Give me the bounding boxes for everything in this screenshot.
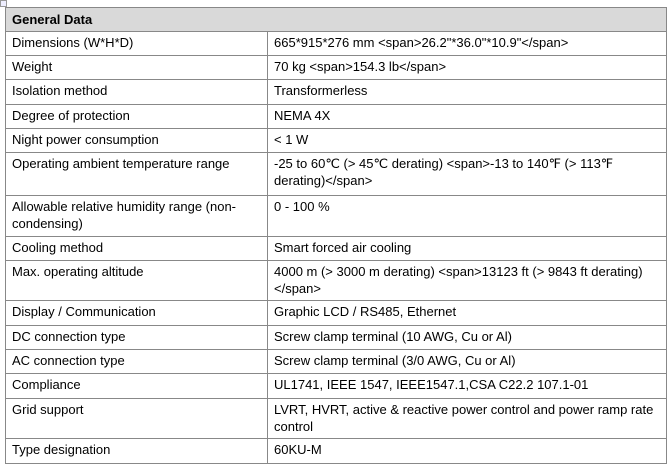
spec-label: Weight <box>5 55 268 80</box>
spec-row: Dimensions (W*H*D) 665*915*276 mm <span>2… <box>5 31 667 56</box>
spec-value: LVRT, HVRT, active & reactive power cont… <box>267 398 667 439</box>
spec-row: Compliance UL1741, IEEE 1547, IEEE1547.1,… <box>5 373 667 399</box>
spec-label: AC connection type <box>5 349 268 374</box>
spec-label: Type designation <box>5 438 268 464</box>
spec-value: 60KU-M <box>267 438 667 464</box>
spec-row: Grid support LVRT, HVRT, active & reactiv… <box>5 398 667 439</box>
broken-image-icon <box>0 0 7 7</box>
spec-label: Display / Communication <box>5 300 268 326</box>
spec-label: DC connection type <box>5 325 268 350</box>
spec-value: 4000 m (> 3000 m derating) <span>13123 f… <box>267 260 667 301</box>
spec-row: Cooling method Smart forced air cooling <box>5 236 667 261</box>
spec-value: Transformerless <box>267 79 667 105</box>
spec-label: Degree of protection <box>5 104 268 129</box>
spec-row: Allowable relative humidity range (non-c… <box>5 195 667 237</box>
spec-label: Cooling method <box>5 236 268 261</box>
table-body: Dimensions (W*H*D) 665*915*276 mm <span>2… <box>5 31 667 464</box>
spec-value: -25 to 60℃ (> 45℃ derating) <span>-13 to… <box>267 152 667 196</box>
spec-row: Degree of protection NEMA 4X <box>5 104 667 129</box>
spec-label: Operating ambient temperature range <box>5 152 268 196</box>
spec-row: Type designation 60KU-M <box>5 438 667 464</box>
spec-label: Isolation method <box>5 79 268 105</box>
spec-value: NEMA 4X <box>267 104 667 129</box>
spec-row: Display / Communication Graphic LCD / RS4… <box>5 300 667 326</box>
spec-label: Dimensions (W*H*D) <box>5 31 268 56</box>
spec-value: UL1741, IEEE 1547, IEEE1547.1,CSA C22.2 … <box>267 373 667 399</box>
spec-label: Night power consumption <box>5 128 268 153</box>
spec-value: < 1 W <box>267 128 667 153</box>
spec-value: Smart forced air cooling <box>267 236 667 261</box>
spec-row: AC connection type Screw clamp terminal (… <box>5 349 667 374</box>
spec-label: Grid support <box>5 398 268 439</box>
spec-row: DC connection type Screw clamp terminal (… <box>5 325 667 350</box>
spec-value: Graphic LCD / RS485, Ethernet <box>267 300 667 326</box>
spec-table: General Data Dimensions (W*H*D) 665*915*2… <box>5 7 667 464</box>
spec-row: Max. operating altitude 4000 m (> 3000 m … <box>5 260 667 301</box>
spec-label: Max. operating altitude <box>5 260 268 301</box>
spec-row: Weight 70 kg <span>154.3 lb</span> <box>5 55 667 80</box>
spec-value: 0 - 100 % <box>267 195 667 237</box>
spec-value: 70 kg <span>154.3 lb</span> <box>267 55 667 80</box>
spec-row: Isolation method Transformerless <box>5 79 667 105</box>
spec-row: Operating ambient temperature range -25 t… <box>5 152 667 196</box>
spec-row: Night power consumption < 1 W <box>5 128 667 153</box>
table-header: General Data <box>5 7 667 32</box>
spec-label: Compliance <box>5 373 268 399</box>
spec-value: Screw clamp terminal (10 AWG, Cu or Al) <box>267 325 667 350</box>
spec-label: Allowable relative humidity range (non-c… <box>5 195 268 237</box>
spec-value: 665*915*276 mm <span>26.2"*36.0"*10.9"</… <box>267 31 667 56</box>
spec-value: Screw clamp terminal (3/0 AWG, Cu or Al) <box>267 349 667 374</box>
header-row: General Data <box>5 7 667 32</box>
